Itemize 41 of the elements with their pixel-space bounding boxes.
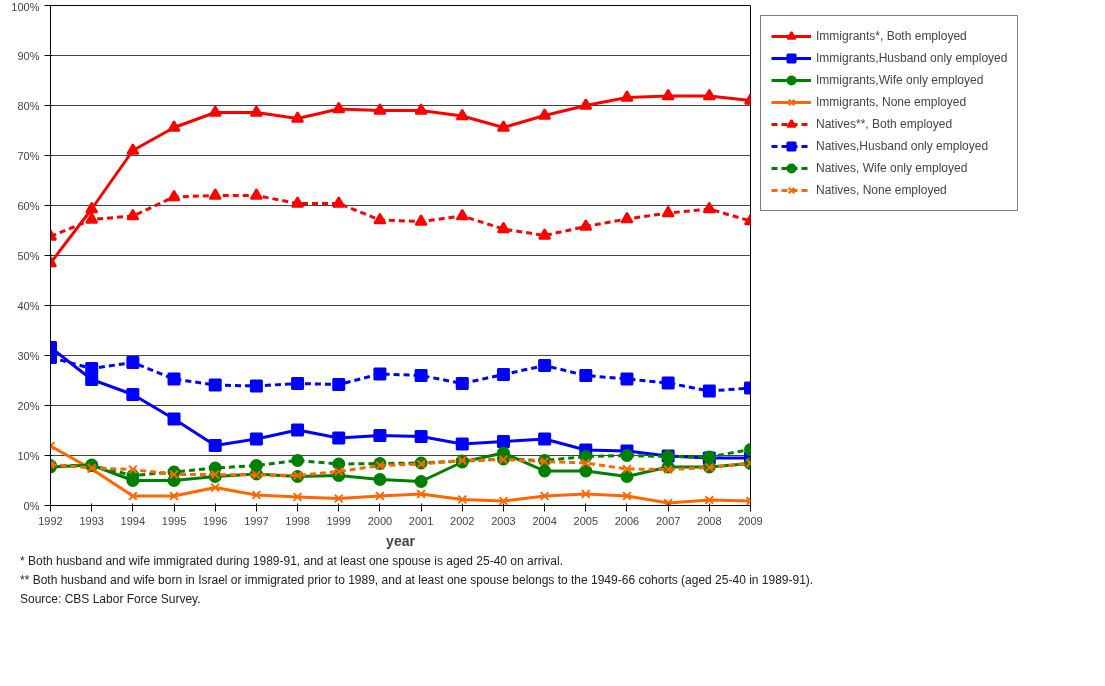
legend-label: Natives**, Both employed [816,117,953,131]
x-tick-label: 2004 [532,514,557,527]
y-tick-label: 30% [17,349,40,362]
y-tick-label: 80% [17,99,40,112]
x-tick-label: 1993 [79,514,104,527]
x-tick-label: 2002 [450,514,475,527]
x-tick-label: 1998 [285,514,310,527]
y-tick-label: 90% [17,49,40,62]
x-tick-label: 1999 [326,514,351,527]
y-tick-label: 50% [17,249,40,262]
x-tick-label: 2007 [655,514,681,527]
text: * Both husband and wife immigrated during 1989-91, and at least one spouse is aged 25-40 on arrival. [20,553,564,570]
x-tick-label: 2000 [367,514,393,527]
y-tick-label: 70% [17,149,40,162]
legend-label: Immigrants,Wife only employed [816,73,984,87]
x-tick-label: 2006 [614,514,640,527]
legend-label: Immigrants*, Both employed [816,29,967,43]
y-tick-label: 60% [17,199,40,212]
legend-label: Natives,Husband only employed [816,139,989,153]
y-tick-label: 40% [17,299,40,312]
source-note: Source: CBS Labor Force Survey. [20,591,201,609]
text: ** Both husband and wife born in Israel or immigrated prior to 1989, and at least one spouse belongs to the 1949-66 cohorts (aged 25-40 in 1989-91). [20,572,814,590]
x-tick-label: 2003 [491,514,516,527]
legend-label: Immigrants, None employed [816,95,967,109]
x-tick-label: 2008 [697,514,722,527]
legend-label: Immigrants,Husband only employed [816,51,1008,65]
y-tick-label: 20% [17,399,40,412]
x-tick-label: 2001 [408,514,434,527]
y-tick-label: 0% [23,499,40,512]
y-tick-label: 100% [11,0,40,13]
x-tick-label: 1997 [244,514,269,527]
x-axis-title: year [386,532,416,549]
legend-label: Natives, None employed [816,183,947,197]
x-tick-label: 1994 [120,514,146,527]
y-tick-label: 10% [17,449,40,462]
x-tick-label: 1992 [38,514,63,527]
x-tick-label: 1995 [161,514,187,527]
x-tick-label: 1996 [202,514,228,527]
x-tick-label: 2009 [738,514,763,527]
legend-label: Natives, Wife only employed [816,161,968,175]
x-tick-label: 2005 [573,514,599,527]
